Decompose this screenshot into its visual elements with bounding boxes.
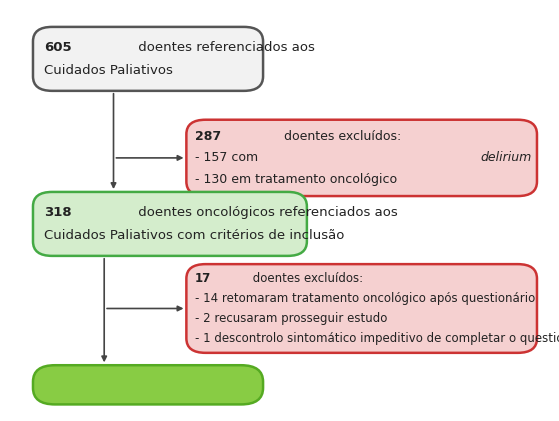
Text: 17: 17 xyxy=(195,272,211,285)
Text: Cuidados Paliativos: Cuidados Paliativos xyxy=(44,64,173,77)
Text: - 2 recusaram prosseguir estudo: - 2 recusaram prosseguir estudo xyxy=(195,312,387,325)
Text: - 157 com: - 157 com xyxy=(195,152,262,164)
Text: doentes referenciados aos: doentes referenciados aos xyxy=(135,41,315,54)
Text: 287: 287 xyxy=(195,130,221,143)
Text: - 1 descontrolo sintomático impeditivo de completar o questionário: - 1 descontrolo sintomático impeditivo d… xyxy=(195,332,559,345)
Text: 605: 605 xyxy=(44,41,72,54)
Text: doentes: doentes xyxy=(382,378,440,391)
Text: doentes oncológicos referenciados aos: doentes oncológicos referenciados aos xyxy=(135,206,398,219)
Text: 318: 318 xyxy=(44,206,72,219)
FancyBboxPatch shape xyxy=(33,27,263,91)
Text: - 130 em tratamento oncológico: - 130 em tratamento oncológico xyxy=(195,173,397,186)
FancyBboxPatch shape xyxy=(33,192,307,256)
Text: - 14 retomaram tratamento oncológico após questionário: - 14 retomaram tratamento oncológico apó… xyxy=(195,292,535,305)
FancyBboxPatch shape xyxy=(33,365,263,405)
Text: Cuidados Paliativos com critérios de inclusão: Cuidados Paliativos com critérios de inc… xyxy=(44,229,344,242)
Text: doentes excluídos:: doentes excluídos: xyxy=(281,130,401,143)
Text: delirium: delirium xyxy=(481,152,532,164)
FancyBboxPatch shape xyxy=(186,264,537,353)
Text: doentes excluídos:: doentes excluídos: xyxy=(249,272,363,285)
Text: 301: 301 xyxy=(288,378,316,391)
FancyBboxPatch shape xyxy=(186,120,537,196)
